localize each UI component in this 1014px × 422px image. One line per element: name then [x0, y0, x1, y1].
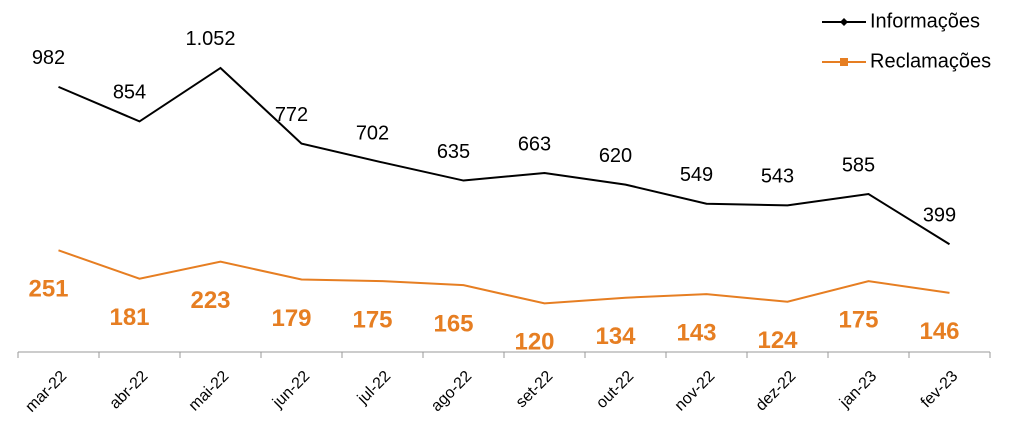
x-tick-label: mai-22 — [186, 368, 233, 415]
data-label: 663 — [518, 133, 551, 155]
data-label: 175 — [352, 306, 392, 333]
legend-label: Informações — [870, 10, 980, 32]
data-label: 1.052 — [185, 28, 235, 50]
x-tick-label: ago-22 — [428, 368, 475, 415]
data-label: 179 — [271, 305, 311, 332]
x-tick-label: jul-22 — [354, 368, 394, 408]
data-label: 134 — [595, 323, 636, 350]
data-label: 251 — [28, 276, 68, 303]
data-label: 399 — [923, 205, 956, 227]
data-label: 223 — [190, 287, 230, 314]
data-label: 549 — [680, 164, 713, 186]
series-line — [58, 66, 951, 246]
x-tick-label: out-22 — [593, 368, 637, 412]
legend-marker — [840, 58, 848, 66]
data-label: 165 — [433, 311, 473, 338]
data-label: 181 — [109, 304, 149, 331]
data-label: 702 — [356, 123, 389, 145]
data-label: 143 — [676, 319, 716, 346]
data-label: 982 — [32, 47, 65, 69]
x-tick-label: abr-22 — [107, 368, 152, 413]
data-label: 854 — [113, 82, 146, 104]
x-tick-label: nov-22 — [672, 368, 719, 415]
data-label: 124 — [757, 327, 798, 354]
series-line — [58, 249, 950, 305]
data-label: 120 — [514, 329, 554, 356]
legend-label: Reclamações — [870, 50, 991, 72]
data-label: 620 — [599, 145, 632, 167]
data-label: 772 — [275, 104, 308, 126]
data-label: 146 — [919, 318, 959, 345]
data-label: 175 — [838, 306, 878, 333]
x-tick-label: dez-22 — [753, 368, 800, 415]
data-label: 543 — [761, 166, 794, 188]
data-label: 635 — [437, 141, 470, 163]
x-tick-label: mar-22 — [22, 368, 70, 416]
legend-marker — [840, 18, 848, 26]
x-tick-label: set-22 — [513, 368, 557, 412]
x-tick-label: jan-23 — [836, 368, 880, 412]
x-tick-label: jun-22 — [269, 368, 313, 412]
data-label: 585 — [842, 154, 875, 176]
x-tick-label: fev-23 — [918, 368, 962, 412]
